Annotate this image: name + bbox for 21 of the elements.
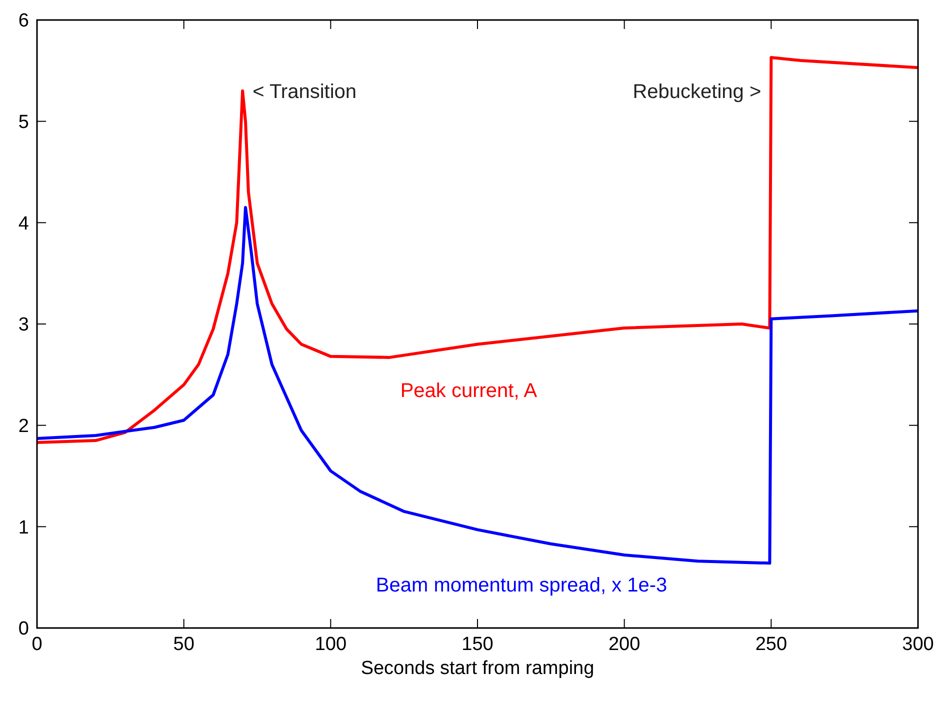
x-tick-label: 100 — [314, 634, 347, 655]
line-series — [36, 206, 920, 565]
series-label: Peak current, A — [400, 380, 538, 402]
x-tick-label: 250 — [755, 634, 788, 655]
y-tick-label: 0 — [18, 618, 29, 640]
y-tick-label: 5 — [18, 112, 29, 133]
annotation: < Transition — [252, 80, 357, 103]
annotation: Rebucketing > — [632, 80, 762, 103]
x-axis-title: Seconds start from ramping — [360, 658, 594, 679]
series-label: Beam momentum spread, x 1e-3 — [376, 574, 668, 597]
y-tick-label: 1 — [18, 517, 29, 538]
y-tick-label: 2 — [18, 416, 29, 437]
x-tick-label: 150 — [462, 634, 494, 655]
x-tick-label: 0 — [32, 634, 42, 655]
y-tick-label: 3 — [18, 314, 29, 336]
x-tick-label: 200 — [608, 634, 640, 655]
y-tick-label: 4 — [18, 213, 30, 234]
x-tick-label: 300 — [902, 634, 934, 655]
line-series — [36, 56, 920, 444]
x-tick-label: 50 — [173, 634, 194, 655]
y-tick-label: 6 — [18, 10, 29, 32]
